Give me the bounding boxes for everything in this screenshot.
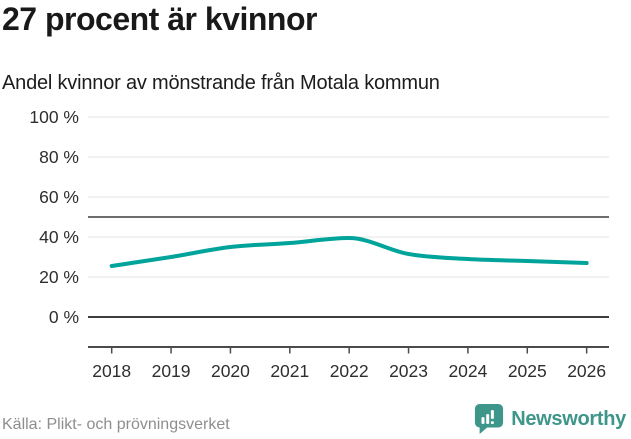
x-axis-label: 2020 xyxy=(211,361,250,381)
line-chart: 0 % 20 % 40 % 60 % 80 % 100 % 2018 2019 2020 2021… xyxy=(29,107,609,381)
y-axis-label: 40 % xyxy=(39,227,79,247)
y-axis-label: 0 % xyxy=(49,307,79,327)
x-axis-label: 2026 xyxy=(567,361,606,381)
x-axis-label: 2018 xyxy=(92,361,131,381)
newsworthy-brand-text: Newsworthy xyxy=(511,407,626,430)
y-axis-label: 100 % xyxy=(29,107,79,127)
data-line xyxy=(109,236,589,268)
chart-title: 27 procent är kvinnor xyxy=(2,1,317,37)
x-axis-label: 2023 xyxy=(389,361,428,381)
newsworthy-logo-icon xyxy=(475,404,504,434)
x-axis-label: 2019 xyxy=(152,361,191,381)
x-axis-label: 2022 xyxy=(330,361,369,381)
y-axis-label: 20 % xyxy=(39,267,79,287)
source-note: Källa: Plikt- och prövningsverket xyxy=(2,416,230,433)
y-axis-label: 60 % xyxy=(39,187,79,207)
x-axis-label: 2025 xyxy=(508,361,547,381)
chart-subtitle: Andel kvinnor av mönstrande från Motala … xyxy=(2,72,440,94)
x-axis-label: 2024 xyxy=(448,361,487,381)
x-axis-label: 2021 xyxy=(270,361,309,381)
newsworthy-logo[interactable]: Newsworthy xyxy=(474,403,626,435)
y-axis-label: 80 % xyxy=(39,147,79,167)
